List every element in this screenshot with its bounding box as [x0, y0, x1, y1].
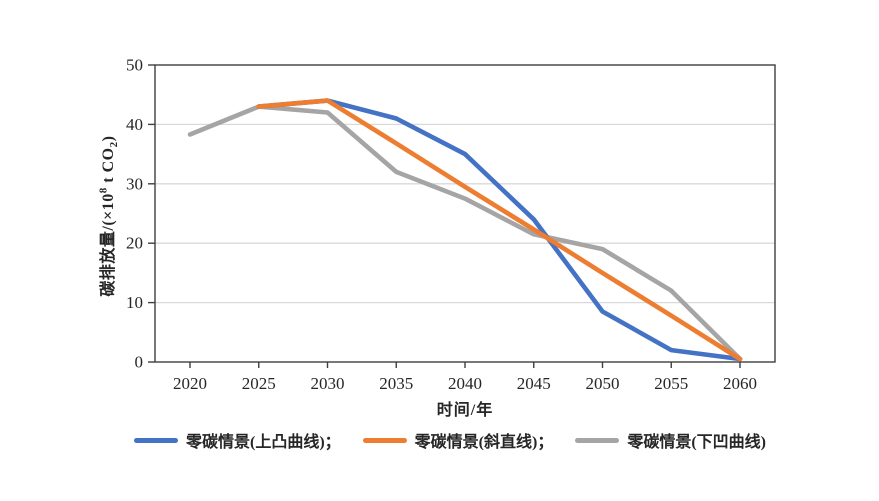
x-tick-label-2040: 2040 — [448, 374, 482, 393]
series-line-0 — [256, 98, 743, 362]
legend-swatch-straight-line — [362, 437, 407, 443]
y-tick-label-40: 40 — [126, 115, 143, 134]
legend-label-concave: 零碳情景(下凹曲线) — [627, 434, 766, 451]
x-tick-label-2025: 2025 — [242, 374, 276, 393]
y-tick-label-10: 10 — [126, 293, 143, 312]
x-tick-label-2050: 2050 — [586, 374, 620, 393]
y-tick-label-30: 30 — [126, 174, 143, 193]
y-axis-title-superscript: 8 — [97, 187, 110, 194]
x-tick-label-2055: 2055 — [654, 374, 688, 393]
legend-swatch-convex-line — [133, 437, 178, 443]
legend-label-straight: 零碳情景(斜直线)； — [414, 434, 554, 451]
y-axis-title: 碳排放量/(×108 t CO2) — [94, 71, 121, 361]
x-tick-label-2020: 2020 — [173, 374, 207, 393]
legend: 零碳情景(上凸曲线)； 零碳情景(斜直线)； 零碳情景(下凹曲线) — [120, 428, 780, 452]
y-tick-label-20: 20 — [126, 234, 143, 253]
y-axis-title-text: 碳排放量/(×10 — [99, 193, 117, 297]
y-tick-label-0: 0 — [135, 353, 144, 372]
legend-label-convex: 零碳情景(上凸曲线)； — [185, 434, 341, 451]
y-tick-label-50: 50 — [126, 56, 143, 75]
x-axis-title: 时间/年 — [436, 402, 494, 419]
y-axis-title-unit: t CO — [99, 147, 117, 188]
legend-item-convex: 零碳情景(上凸曲线)； — [133, 428, 341, 452]
legend-item-straight: 零碳情景(斜直线)； — [362, 428, 554, 452]
x-tick-label-2045: 2045 — [517, 374, 551, 393]
y-axis-title-subscript: 2 — [108, 141, 121, 148]
series-line-1 — [256, 98, 743, 362]
y-axis-title-close: ) — [99, 135, 117, 142]
series-line-2 — [187, 104, 743, 362]
x-tick-label-2060: 2060 — [723, 374, 757, 393]
x-tick-label-2035: 2035 — [379, 374, 413, 393]
legend-item-concave: 零碳情景(下凹曲线) — [575, 428, 766, 452]
legend-swatch-concave-line — [575, 437, 620, 443]
x-tick-label-2030: 2030 — [311, 374, 345, 393]
